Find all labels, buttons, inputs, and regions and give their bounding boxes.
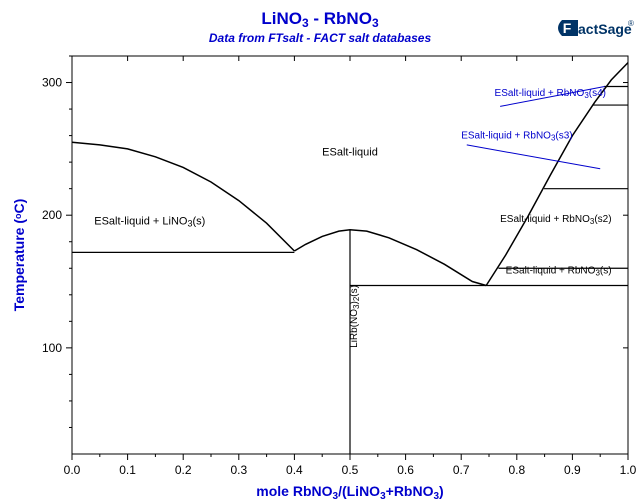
svg-text:F: F bbox=[563, 20, 572, 36]
factsage-logo: FactSage® bbox=[558, 19, 634, 37]
svg-text:0.6: 0.6 bbox=[397, 463, 414, 477]
svg-text:100: 100 bbox=[42, 341, 62, 355]
svg-text:300: 300 bbox=[42, 76, 62, 90]
svg-text:0.2: 0.2 bbox=[175, 463, 192, 477]
svg-text:®: ® bbox=[628, 19, 634, 28]
svg-text:actSage: actSage bbox=[578, 21, 632, 37]
svg-text:0.0: 0.0 bbox=[64, 463, 81, 477]
region-liquid: ESalt-liquid bbox=[322, 147, 378, 159]
chart-title: LiNO3 - RbNO3 bbox=[261, 9, 379, 30]
region-s2: ESalt-liquid + RbNO3(s2) bbox=[500, 214, 611, 226]
svg-text:0.1: 0.1 bbox=[119, 463, 136, 477]
phase-diagram: 0.0 0.1 0.2 0.3 0.4 0.5 0.6 0.7 0.8 0.9 1.0 100 200 3… bbox=[0, 0, 640, 504]
region-s: ESalt-liquid + RbNO3(s) bbox=[506, 266, 612, 278]
svg-text:0.7: 0.7 bbox=[453, 463, 470, 477]
region-s4: ESalt-liquid + RbNO3(s4) bbox=[495, 88, 606, 100]
svg-text:1.0: 1.0 bbox=[620, 463, 637, 477]
svg-text:0.3: 0.3 bbox=[230, 463, 247, 477]
chart-subtitle: Data from FTsalt - FACT salt databases bbox=[209, 31, 432, 45]
x-axis-label: mole RbNO3/(LiNO3+RbNO3) bbox=[256, 483, 443, 502]
svg-text:0.9: 0.9 bbox=[564, 463, 581, 477]
chart-svg: 0.0 0.1 0.2 0.3 0.4 0.5 0.6 0.7 0.8 0.9 1.0 100 200 3… bbox=[0, 0, 640, 504]
y-axis-label: Temperature (oC) bbox=[11, 199, 27, 312]
svg-text:0.5: 0.5 bbox=[342, 463, 359, 477]
region-left: ESalt-liquid + LiNO3(s) bbox=[94, 215, 205, 228]
region-compound: LiRb(NO3)2(s) bbox=[349, 285, 361, 348]
svg-text:0.8: 0.8 bbox=[508, 463, 525, 477]
region-s3: ESalt-liquid + RbNO3(s3) bbox=[461, 130, 572, 142]
svg-text:200: 200 bbox=[42, 208, 62, 222]
svg-text:0.4: 0.4 bbox=[286, 463, 303, 477]
